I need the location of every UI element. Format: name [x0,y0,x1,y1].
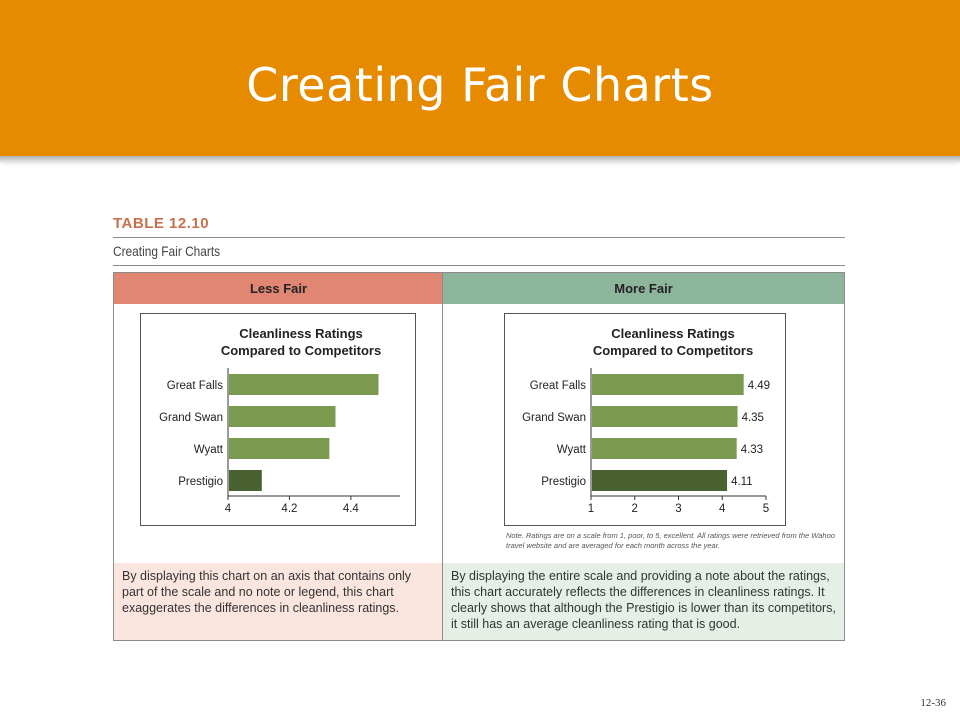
table-rule-top [113,237,845,238]
data-label: 4.49 [748,380,770,392]
less-fair-chart: Cleanliness Ratings Compared to Competito… [140,313,416,526]
slide-number: 12-36 [920,697,946,709]
chart-title-line: Cleanliness Ratings [239,326,363,341]
x-tick-label: 4 [719,503,726,515]
data-label: 4.33 [741,444,763,456]
x-tick-label: 1 [588,503,594,515]
x-tick-label: 2 [632,503,638,515]
bar-wyatt [229,438,330,459]
slide-title: Creating Fair Charts [246,58,714,112]
category-label: Wyatt [557,444,587,456]
more-fair-chart: Cleanliness Ratings Compared to Competito… [504,313,786,526]
x-tick-label: 3 [675,503,681,515]
category-label: Prestigio [178,476,223,488]
data-label: 4.35 [742,412,764,424]
chart-title-line: Compared to Competitors [221,343,381,358]
more-fair-description: By displaying the entire scale and provi… [443,563,844,640]
x-tick-label: 4.2 [281,503,297,515]
more-fair-chart-svg: Cleanliness Ratings Compared to Competito… [522,326,770,515]
bar-grand-swan [592,406,738,427]
less-fair-chart-svg: Cleanliness Ratings Compared to Competito… [159,326,400,515]
more-fair-header: More Fair [443,273,844,304]
category-label: Grand Swan [159,412,223,424]
bar-great-falls [229,374,379,395]
bar-wyatt [592,438,737,459]
bar-great-falls [592,374,744,395]
comparison-table: Less Fair More Fair Cleanliness Ratings C… [113,272,845,641]
category-label: Great Falls [530,380,586,392]
bar-grand-swan [229,406,336,427]
data-label: 4.11 [731,476,753,488]
x-tick-label: 4.4 [343,503,360,515]
category-label: Grand Swan [522,412,586,424]
less-fair-header: Less Fair [114,273,443,304]
bar-prestigio [592,470,728,491]
category-label: Great Falls [167,380,223,392]
chart-title-line: Compared to Competitors [593,343,753,358]
title-bar-shadow [0,156,960,162]
category-label: Prestigio [541,476,586,488]
table-caption: Creating Fair Charts [113,243,221,259]
table-rule-bottom [113,265,845,266]
x-tick-label: 4 [225,503,232,515]
x-tick-label: 5 [763,503,769,515]
category-label: Wyatt [194,444,224,456]
column-divider [442,273,443,640]
chart-note: Note. Ratings are on a scale from 1, poo… [506,531,835,550]
title-bar [0,0,960,156]
table-label: TABLE 12.10 [113,215,210,232]
bar-prestigio [229,470,262,491]
less-fair-description: By displaying this chart on an axis that… [114,563,442,640]
chart-title-line: Cleanliness Ratings [611,326,735,341]
